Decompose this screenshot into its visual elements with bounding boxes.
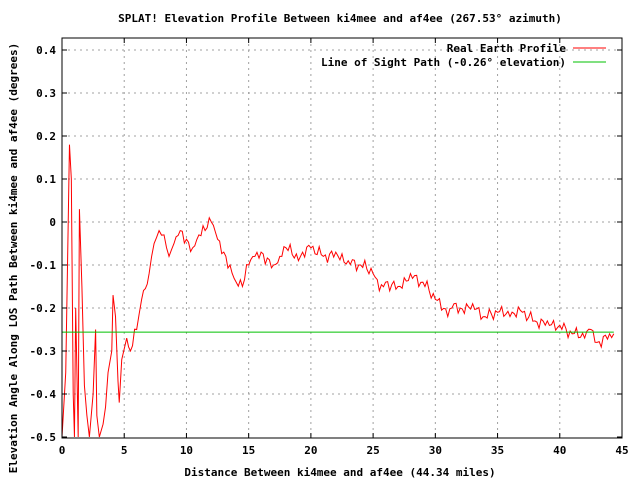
x-tick-label: 10	[180, 444, 193, 457]
plot-frame	[61, 37, 623, 439]
x-tick-label: 0	[59, 444, 66, 457]
y-tick-label: -0.2	[30, 302, 57, 315]
y-axis-label: Elevation Angle Along LOS Path Between k…	[7, 43, 20, 473]
x-tick-label: 15	[242, 444, 255, 457]
y-tick-label: 0.3	[36, 87, 56, 100]
tick-marks: 0 5 10 15 20 25 30 35 40 45 0.4 0.3 0.2 0.1 0 -0.1 -0.2 -…	[30, 38, 629, 457]
series-layer	[61, 144, 615, 438]
x-tick-label: 5	[121, 444, 128, 457]
legend-label-real-earth-profile: Real Earth Profile	[447, 42, 567, 55]
legend-label-line-of-sight: Line of Sight Path (-0.26° elevation)	[321, 56, 566, 69]
y-tick-label: -0.3	[30, 345, 57, 358]
y-tick-label: 0.2	[36, 130, 56, 143]
x-tick-label: 30	[429, 444, 442, 457]
x-tick-label: 40	[553, 444, 566, 457]
grid-lines	[62, 38, 622, 438]
series-real-earth-profile	[61, 144, 615, 438]
y-tick-label: -0.5	[30, 431, 57, 444]
y-tick-label: 0	[49, 216, 56, 229]
x-tick-label: 20	[304, 444, 317, 457]
legend: Real Earth Profile Line of Sight Path (-…	[321, 42, 606, 69]
x-tick-label: 35	[491, 444, 504, 457]
y-tick-label: 0.1	[36, 173, 56, 186]
x-tick-label: 25	[366, 444, 379, 457]
y-tick-label: 0.4	[36, 44, 56, 57]
chart-title: SPLAT! Elevation Profile Between ki4mee …	[118, 12, 562, 25]
y-tick-label: -0.4	[30, 388, 57, 401]
x-axis-label: Distance Between ki4mee and af4ee (44.34…	[184, 466, 495, 479]
y-tick-label: -0.1	[30, 259, 57, 272]
x-tick-label: 45	[615, 444, 628, 457]
